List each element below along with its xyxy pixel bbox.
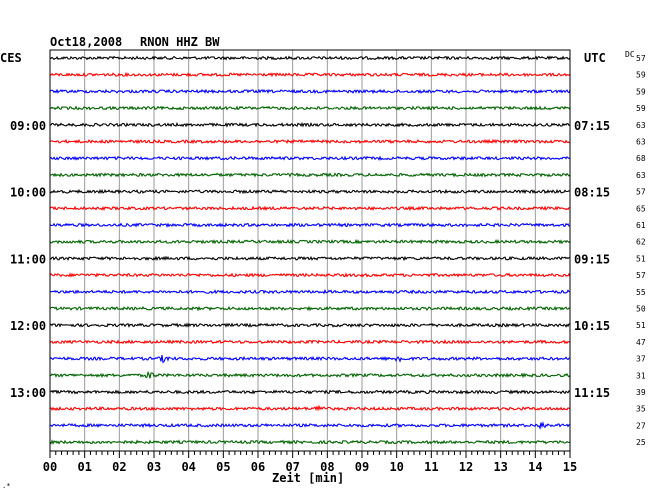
trace-row [49,71,571,78]
right-timezone-label: UTC [584,51,606,65]
trace-row [49,370,571,379]
date-label: Oct18,2008 [50,35,122,49]
dc-label: DC [625,50,635,59]
x-tick-label: 05 [216,460,230,474]
left-timezone-label: CES [0,51,22,65]
right-hour-label: 08:15 [574,186,610,200]
dc-value: 35 [636,405,646,414]
trace-row [49,389,571,395]
trace-row [49,238,571,245]
dc-value: 59 [636,104,646,113]
x-tick-label: 12 [459,460,473,474]
dc-value: 63 [636,121,646,130]
trace-row [49,55,571,61]
dc-value: 62 [636,238,646,247]
trace-row [49,222,571,228]
trace-row [49,255,571,262]
trace-row [49,322,571,328]
dc-value: 39 [636,388,646,397]
x-tick-label: 15 [563,460,577,474]
x-tick-label: 02 [112,460,126,474]
dc-value: 61 [636,221,646,230]
trace-row [49,121,570,128]
right-hour-label: 09:15 [574,252,610,266]
traces [49,55,571,446]
trace-row [49,88,571,95]
trace-row [49,421,571,430]
left-hour-label: 13:00 [10,386,46,400]
trace-row [49,172,571,178]
trace-row [49,205,571,212]
dc-value: 57 [636,271,646,280]
labels: 09:00 10:00 11:00 12:00 13:00 07:15 08:15 09:15… [10,54,646,447]
x-tick-label: 11 [424,460,438,474]
x-axis-title: Zeit [min] [272,471,344,485]
dc-value: 59 [636,87,646,96]
trace-row [49,288,571,295]
x-tick-label: 14 [528,460,542,474]
dc-value: 57 [636,54,646,63]
x-tick-label: 00 [43,460,57,474]
dc-value: 37 [636,355,646,364]
dc-value: 47 [636,338,646,347]
x-axis: 00 01 02 03 04 05 06 07 08 09 10 11 12 13 14 15 [43,451,577,474]
dc-value: 31 [636,371,646,380]
dc-value: 25 [636,438,646,447]
trace-row [49,355,571,364]
x-tick-label: 13 [493,460,507,474]
dc-value: 57 [636,188,646,197]
trace-row [49,272,571,278]
trace-row [49,105,571,111]
left-hour-label: 10:00 [10,186,46,200]
dc-value: 51 [636,254,646,263]
trace-row [49,188,571,195]
x-tick-label: 03 [147,460,161,474]
x-tick-label: 10 [389,460,403,474]
trace-row [49,404,571,412]
x-tick-label: 04 [181,460,195,474]
left-hour-label: 09:00 [10,119,46,133]
trace-row [49,439,571,446]
x-tick-label: 07 [285,460,299,474]
left-hour-label: 12:00 [10,319,46,333]
left-hour-label: 11:00 [10,252,46,266]
x-tick-label: 09 [355,460,369,474]
corner-mark: .* [2,482,10,490]
dc-value: 63 [636,171,646,180]
grid [84,50,536,451]
dc-value: 65 [636,204,646,213]
trace-row [49,338,571,345]
x-tick-label: 01 [77,460,91,474]
x-tick-label: 06 [251,460,265,474]
dc-value: 68 [636,154,646,163]
trace-row [49,155,571,161]
station-label: RNON HHZ BW [140,35,220,49]
right-hour-label: 10:15 [574,319,610,333]
right-hour-label: 07:15 [574,119,610,133]
dc-value: 51 [636,321,646,330]
dc-value: 63 [636,138,646,147]
trace-row [49,138,571,145]
x-tick-label: 08 [320,460,334,474]
right-hour-label: 11:15 [574,386,610,400]
dc-value: 55 [636,288,646,297]
trace-row [49,305,571,312]
dc-value: 50 [636,305,646,314]
dc-value: 59 [636,71,646,80]
dc-value: 27 [636,421,646,430]
